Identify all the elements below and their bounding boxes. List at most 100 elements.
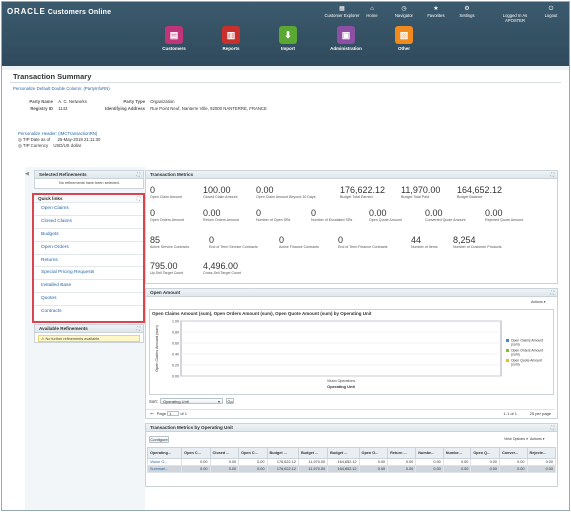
metric-value: 0	[338, 235, 344, 245]
nav-settings[interactable]: ⚙ Settings	[454, 5, 480, 21]
page-input[interactable]: 1	[167, 411, 180, 416]
column-header[interactable]: Closed ...	[209, 447, 240, 459]
legend-label: (sum)	[511, 362, 520, 366]
quick-link-contracts[interactable]: Contracts	[41, 309, 62, 315]
logout-icon: ⏻	[548, 6, 554, 12]
collapse-icon[interactable]: ⛶	[136, 196, 140, 201]
column-header[interactable]: Open O...	[358, 447, 389, 459]
metric-label: Budget Balance	[457, 195, 483, 199]
collapse-icon[interactable]: ⛶	[136, 172, 140, 177]
column-header[interactable]: Rejecte...	[526, 447, 556, 459]
metric-value: 0.00	[203, 208, 221, 218]
ou-metrics-header: Transaction Metrics by Operating Unit ⛶	[146, 424, 557, 432]
quick-link-open-claims[interactable]: Open Claims	[34, 203, 143, 216]
quick-link-special-pricing-requests[interactable]: Special Pricing Requests	[34, 267, 143, 281]
logout-link[interactable]: ⏻ Logout	[538, 5, 564, 21]
column-header[interactable]: Numbe...	[442, 447, 472, 459]
app-customers[interactable]: ▤ Customers	[152, 26, 196, 51]
quick-link-quotes[interactable]: Quotes	[34, 293, 143, 307]
app-other[interactable]: ▧ Other	[382, 26, 426, 51]
table-cell: 11,970.00	[297, 465, 329, 473]
table-row[interactable]: Summari... 0.00 0.00 0.00 176,622.12 11,970.0…	[146, 465, 556, 473]
chevron-down-icon: ▾	[217, 399, 220, 404]
metric-label: Number of Escalated SRs	[311, 218, 353, 222]
y-tick-label: 0.00	[172, 374, 179, 378]
collapse-icon[interactable]: ⛶	[550, 172, 554, 177]
app-reports[interactable]: ▥ Reports	[209, 26, 253, 51]
metric-label: Closed Claim Amount	[203, 195, 238, 199]
sort-label: Sort:	[149, 399, 158, 404]
quick-link-closed-claims[interactable]: Closed Claims	[34, 216, 143, 229]
quick-link-installed-base[interactable]: Installed Base	[34, 280, 143, 294]
configure-button[interactable]: Configure	[149, 436, 169, 443]
column-header[interactable]: Open C...	[238, 447, 268, 459]
actions-menu[interactable]: Actions ▾	[531, 300, 546, 304]
metric-value: 0	[209, 235, 215, 245]
quick-link-budgets[interactable]: Budgets	[34, 229, 143, 242]
column-header[interactable]: Budget ...	[327, 447, 360, 459]
metric-budget-balance: 164,652.12 Budget Balance	[457, 185, 502, 200]
quick-link-returns[interactable]: Returns	[34, 255, 143, 268]
tip-icon: ◎	[18, 137, 22, 142]
nav-home[interactable]: ⌂ Home	[363, 5, 381, 21]
metric-label: Up-Sell Target Count	[150, 271, 184, 275]
per-page-select[interactable]: 25 per page	[529, 411, 551, 416]
personalize-header-link[interactable]: Personalize Header: (IMCTransactionRN)	[18, 131, 98, 136]
address-value: Rue Point Neuf, Nanterre Ville, 92000 NA…	[150, 106, 267, 111]
column-header[interactable]: Budget ...	[297, 447, 329, 459]
column-header[interactable]: Conver...	[498, 447, 528, 459]
nav-customer-explorer[interactable]: ▦ Customer Explorer	[324, 6, 360, 18]
metric-value: 4,496.00	[203, 261, 239, 271]
table-cell[interactable]: Summari...	[146, 465, 183, 473]
legend-swatch	[506, 359, 509, 362]
metric-value: 85	[150, 235, 161, 245]
table-header-row: Operating... Open C... Closed ... Open C...…	[146, 447, 556, 459]
table-cell[interactable]: Vision O...	[146, 458, 183, 466]
column-header[interactable]: Open C...	[181, 447, 211, 459]
table-row[interactable]: Vision O... 0.00 0.00 0.00 176,622.12 11,970.…	[146, 458, 556, 466]
table-actions-menu[interactable]: Actions ▾	[530, 437, 545, 441]
collapse-icon[interactable]: ⛶	[550, 290, 554, 295]
table-cell: 176,622.12	[266, 458, 299, 466]
chevron-down-icon: ▾	[542, 437, 545, 441]
global-header: ORACLE Customers Online ▦ Customer Explor…	[2, 2, 569, 66]
tip-date: ◎ TIP Date as of 25-May-2019 21:11:30	[18, 137, 101, 142]
metric-open-quote-amount: 0.00 Open Quote Amount	[369, 208, 402, 223]
customer-explorer-icon: ▦	[339, 6, 345, 12]
metric-value: 795.00	[150, 261, 178, 271]
view-options-menu[interactable]: View Options ▾	[504, 437, 528, 441]
metric-converted-quote-amount: 0.00 Converted Quote Amount	[425, 208, 466, 223]
metric-active-finance-contracts: 0 Active Finance Contracts	[279, 235, 319, 250]
metric-label: Budget Total Earned	[340, 195, 373, 199]
column-header[interactable]: Budget ...	[266, 447, 299, 459]
metric-end-of-term-service-contracts: 0 End of Term Service Contracts	[209, 235, 258, 250]
quick-link-open-orders[interactable]: Open Orders	[34, 242, 143, 255]
table-cell: 0.00	[358, 458, 389, 466]
nav-favorites[interactable]: ★ Favorites	[422, 5, 450, 21]
sort-go-button[interactable]: Go	[226, 398, 234, 404]
collapse-icon[interactable]: ◀	[25, 171, 29, 177]
table-cell: 0.00	[358, 465, 389, 473]
nav-navigator[interactable]: ◷ Navigator	[389, 5, 419, 21]
favorites-icon: ★	[433, 6, 439, 12]
app-import[interactable]: ⬇ Import	[266, 26, 310, 51]
collapse-icon[interactable]: ⛶	[136, 326, 140, 331]
metric-number-of-escalated-srs: 0 Number of Escalated SRs	[311, 208, 352, 223]
range-label: 1-1 of 1	[503, 411, 517, 416]
personalize-link[interactable]: Personalize Default Double Column: (Part…	[13, 86, 110, 91]
metric-active-service-contracts: 85 Active Service Contracts	[150, 235, 189, 250]
metric-label: Number of Open SRs	[256, 218, 291, 222]
metric-label: Budget Total Paid	[401, 195, 430, 199]
table-cell: 0.00	[526, 465, 556, 473]
collapse-icon[interactable]: ⛶	[550, 425, 554, 430]
column-header[interactable]: Return ...	[387, 447, 417, 459]
column-header[interactable]: Numbe...	[415, 447, 444, 459]
column-header[interactable]: Open Q...	[470, 447, 500, 459]
column-header[interactable]: Operating...	[146, 447, 183, 459]
first-page-icon[interactable]: ⏮	[150, 411, 154, 416]
sort-select[interactable]: Operating Unit ▾	[160, 398, 223, 404]
metric-up-sell-target-count: 795.00 Up-Sell Target Count	[150, 261, 183, 276]
app-administration[interactable]: ▣ Administration	[324, 26, 368, 51]
metric-label: Open Claim Amount Beyond 30 Days	[256, 195, 316, 199]
settings-icon: ⚙	[464, 6, 470, 12]
